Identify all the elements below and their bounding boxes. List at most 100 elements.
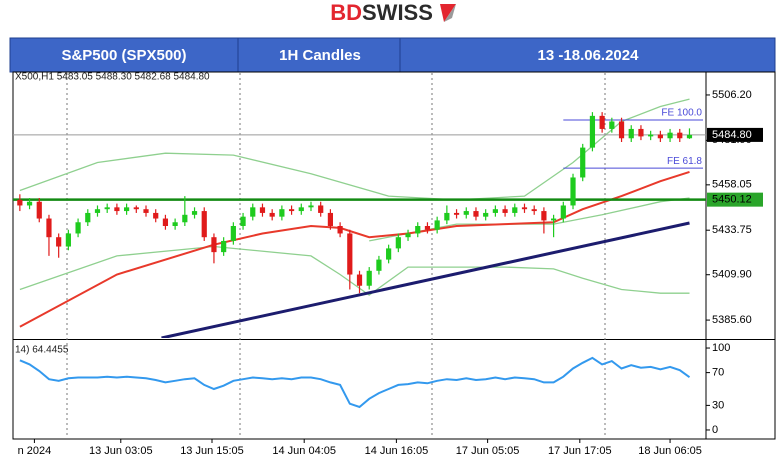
candle-body	[434, 220, 440, 230]
candle-body	[618, 121, 625, 139]
candle-body	[221, 240, 227, 253]
candle-body	[153, 212, 159, 219]
candle-body	[551, 218, 557, 221]
candle-body	[94, 209, 101, 213]
candle-body	[560, 205, 566, 219]
logo: BD SWISS	[330, 0, 456, 25]
header-symbol: S&P500 (SPX500)	[61, 47, 186, 64]
candle-body	[376, 259, 382, 271]
candle-body	[240, 216, 246, 226]
ohlc-info: X500,H1 5483.05 5488.30 5482.68 5484.80	[15, 72, 210, 83]
price-level-label: 5450.12	[712, 194, 752, 206]
candle-body	[677, 132, 683, 139]
header-dates: 13 -18.06.2024	[538, 47, 640, 64]
header-timeframe: 1H Candles	[279, 47, 361, 64]
y-tick-label: 5506.20	[712, 89, 752, 101]
candle-body	[415, 226, 421, 234]
y-tick-label: 5433.75	[712, 224, 752, 236]
overlay-line	[19, 98, 690, 201]
candle-body	[279, 209, 285, 217]
candle-body	[628, 128, 634, 139]
candle-body	[75, 222, 81, 234]
candle-body	[133, 207, 139, 210]
candle-body	[609, 121, 615, 129]
candle-body	[541, 211, 547, 221]
overlay-line	[161, 221, 690, 338]
candle-body	[347, 233, 353, 275]
candle-body	[463, 211, 469, 215]
x-tick-label: 14 Jun 16:05	[365, 445, 429, 457]
x-tick-label: 14 Jun 04:05	[272, 445, 336, 457]
session-separators	[66, 73, 606, 438]
candle-body	[288, 209, 295, 212]
candle-body	[172, 222, 178, 226]
x-tick-label: n 2024	[18, 445, 52, 457]
candle-body	[65, 233, 71, 247]
candle-body	[638, 128, 644, 137]
logo-bd: BD	[330, 0, 362, 25]
candle-body	[686, 134, 693, 139]
candle-body	[124, 207, 130, 212]
candle-body	[337, 226, 343, 234]
y-tick-label: 100	[712, 342, 730, 354]
candle-body	[657, 134, 663, 139]
plot-area	[13, 98, 706, 338]
candle-body	[230, 226, 236, 241]
x-tick-label: 17 Jun 17:05	[548, 445, 612, 457]
candle-body	[521, 207, 528, 210]
candle-body	[483, 212, 489, 217]
candle-body	[444, 212, 450, 221]
candle-body	[114, 207, 120, 212]
logo-flag-shade	[444, 4, 456, 22]
overlay-line	[369, 197, 690, 242]
logo-swiss: SWISS	[362, 0, 433, 25]
x-tick-label: 18 Jun 06:05	[638, 445, 702, 457]
candle-body	[85, 212, 91, 223]
candle-body	[182, 214, 188, 223]
rsi-label: 14) 64.4455	[15, 345, 69, 356]
candle-body	[269, 212, 275, 217]
candle-body	[502, 209, 508, 213]
logo-flag	[440, 4, 456, 22]
candle-body	[327, 212, 334, 226]
x-tick-label: 13 Jun 03:05	[89, 445, 153, 457]
rsi-line	[19, 356, 691, 409]
overlay-line	[19, 245, 690, 296]
candle-body	[104, 207, 110, 210]
candle-body	[36, 201, 42, 219]
candle-body	[308, 205, 314, 208]
y-tick-label: 0	[712, 424, 718, 436]
fib-label: FE 61.8	[667, 156, 702, 167]
header-bar	[9, 37, 776, 73]
overlay-line	[19, 170, 690, 328]
plot-area	[19, 356, 691, 409]
y-tick-label: 5409.90	[712, 269, 752, 281]
candle-body	[298, 207, 304, 212]
candle-body	[366, 270, 372, 286]
candle-body	[589, 115, 596, 148]
candle-body	[667, 132, 673, 139]
y-tick-label: 5385.60	[712, 314, 752, 326]
candle-body	[453, 212, 460, 215]
candle-body	[201, 211, 207, 238]
candle-body	[211, 237, 217, 253]
candle-body	[473, 211, 479, 217]
candle-body	[395, 237, 401, 249]
candle-body	[17, 199, 23, 206]
candle-body	[56, 237, 62, 247]
candle-body	[424, 226, 431, 230]
candle-body	[492, 209, 498, 213]
fib-label: FE 100.0	[661, 108, 702, 119]
y-tick-label: 5458.05	[712, 179, 752, 191]
candle-body	[648, 134, 654, 137]
y-tick-label: 30	[712, 399, 724, 411]
candle-body	[580, 147, 586, 178]
candle-body	[356, 274, 363, 286]
candle-body	[143, 209, 149, 213]
candle-body	[26, 201, 33, 206]
price-level-box	[707, 192, 763, 207]
candle-body	[318, 205, 324, 213]
chart-frame	[12, 71, 776, 440]
price-level-box	[707, 127, 763, 142]
